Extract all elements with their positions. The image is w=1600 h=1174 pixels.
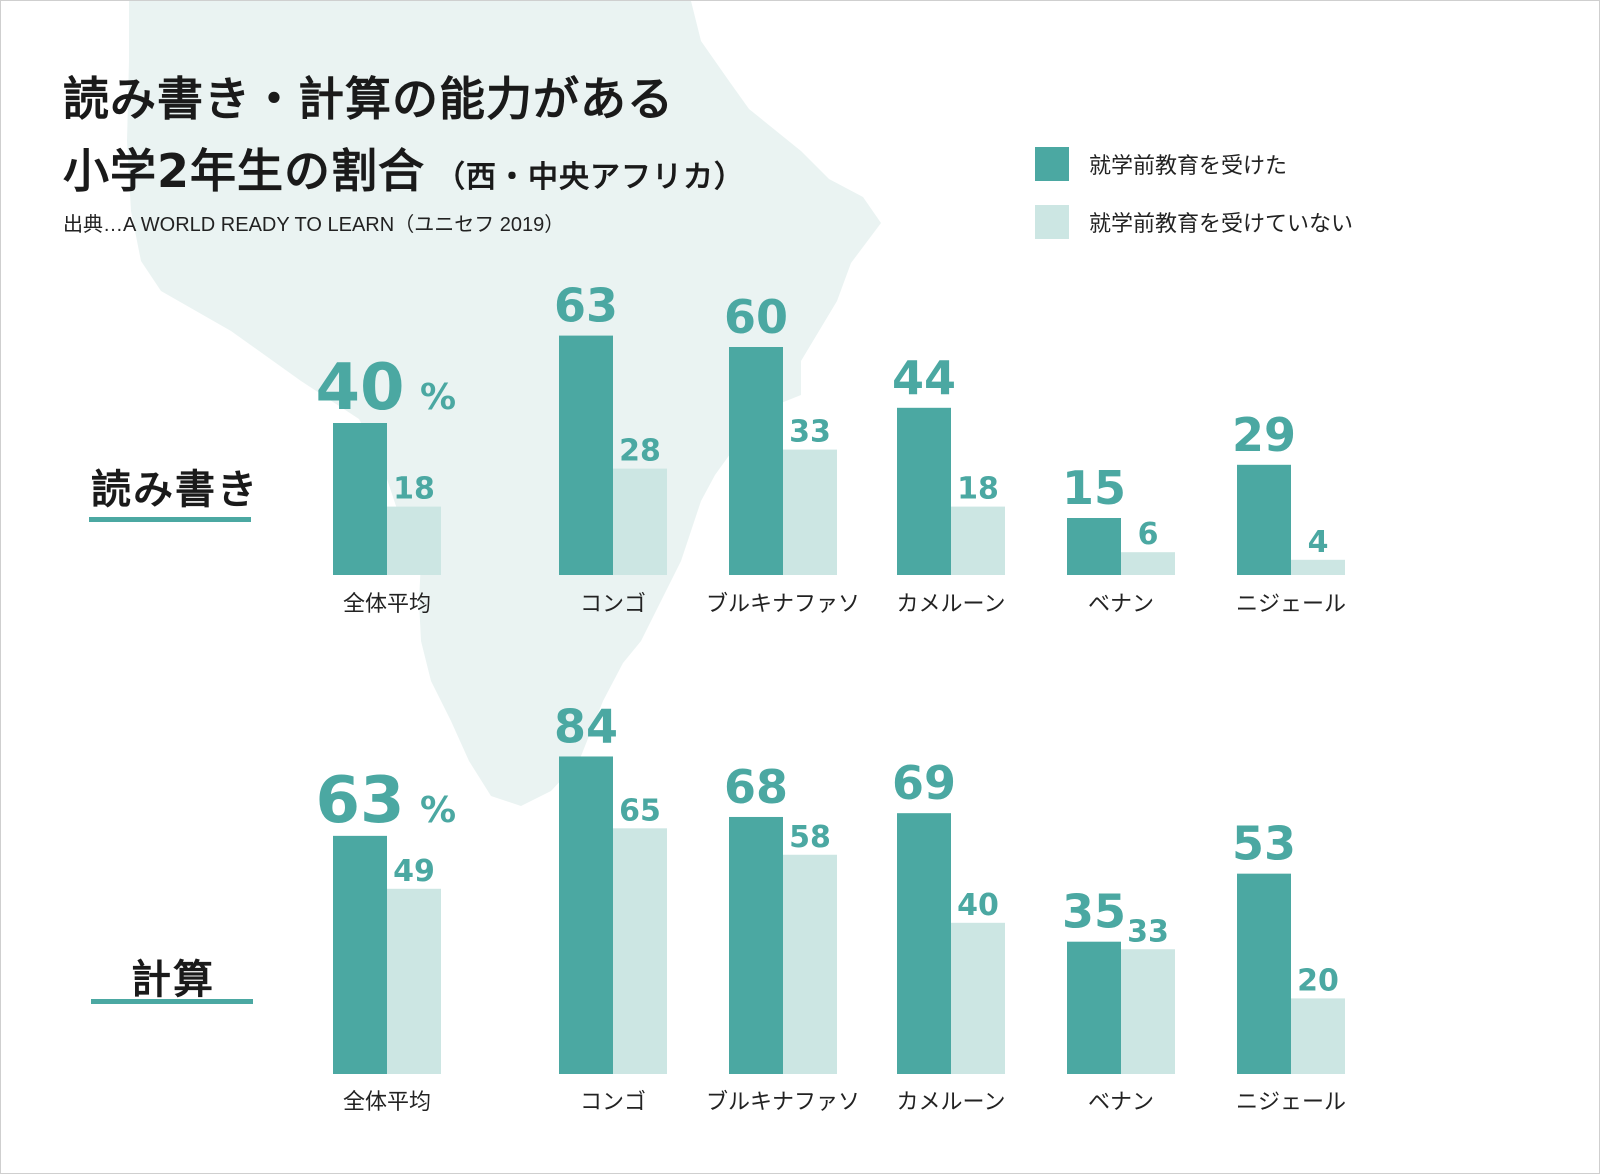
value-label-reading-preschool-3: 44 — [892, 351, 956, 405]
value-label-math-no-preschool-3: 40 — [957, 888, 999, 923]
percent-sign-reading: % — [420, 377, 456, 418]
value-label-reading-no-preschool-2: 33 — [789, 415, 831, 450]
value-label-reading-preschool-5: 29 — [1232, 408, 1296, 462]
bar-math-preschool-5 — [1237, 873, 1291, 1074]
bar-math-no-preschool-3 — [951, 922, 1005, 1074]
bar-math-no-preschool-4 — [1121, 949, 1175, 1074]
row-underline-math — [91, 999, 253, 1004]
legend-label-no-preschool: 就学前教育を受けていない — [1089, 212, 1354, 237]
category-label-reading-4: ベナン — [1088, 592, 1154, 617]
value-label-math-no-preschool-4: 33 — [1127, 914, 1169, 949]
category-label-math-2: ブルキナファソ — [706, 1090, 860, 1115]
category-label-reading-0: 全体平均 — [343, 592, 431, 617]
value-label-reading-preschool-2: 60 — [724, 290, 788, 344]
bar-reading-no-preschool-5 — [1291, 559, 1345, 575]
legend-item-preschool: 就学前教育を受けた — [1035, 147, 1287, 181]
value-label-reading-preschool-1: 63 — [554, 279, 618, 333]
bar-math-no-preschool-0 — [387, 888, 441, 1074]
chart-title-line2: 小学2年生の割合 （西・中央アフリカ） — [63, 135, 745, 201]
legend-swatch-light — [1035, 205, 1069, 239]
bar-reading-no-preschool-4 — [1121, 552, 1175, 575]
value-label-math-preschool-2: 68 — [724, 760, 788, 814]
category-label-math-1: コンゴ — [580, 1090, 646, 1115]
value-label-math-no-preschool-1: 65 — [619, 793, 661, 828]
bar-math-no-preschool-5 — [1291, 998, 1345, 1074]
bar-reading-preschool-4 — [1067, 518, 1121, 575]
bar-reading-no-preschool-1 — [613, 468, 667, 575]
value-label-reading-no-preschool-4: 6 — [1138, 517, 1159, 552]
value-label-math-preschool-0: 63 — [315, 764, 404, 838]
row-label-reading: 読み書き — [91, 467, 259, 513]
value-label-math-preschool-4: 35 — [1062, 885, 1126, 939]
value-label-math-no-preschool-0: 49 — [393, 854, 435, 889]
bar-reading-preschool-5 — [1237, 464, 1291, 575]
bar-reading-preschool-3 — [897, 407, 951, 575]
bar-reading-preschool-0 — [333, 423, 387, 575]
category-label-math-0: 全体平均 — [343, 1090, 431, 1115]
value-label-math-preschool-5: 53 — [1232, 817, 1296, 871]
value-label-math-preschool-1: 84 — [554, 699, 618, 753]
chart-source: 出典…A WORLD READY TO LEARN（ユニセフ 2019） — [63, 214, 565, 236]
bar-math-preschool-2 — [729, 816, 783, 1074]
category-label-reading-2: ブルキナファソ — [706, 592, 860, 617]
legend-label-preschool: 就学前教育を受けた — [1089, 154, 1288, 179]
bar-reading-preschool-1 — [559, 335, 613, 575]
category-label-math-5: ニジェール — [1236, 1090, 1346, 1115]
bar-reading-preschool-2 — [729, 347, 783, 575]
chart-subtitle: （西・中央アフリカ） — [435, 160, 746, 195]
value-label-reading-no-preschool-5: 4 — [1308, 525, 1329, 560]
bar-reading-no-preschool-3 — [951, 506, 1005, 575]
bar-math-no-preschool-2 — [783, 854, 837, 1074]
bar-reading-no-preschool-2 — [783, 449, 837, 575]
bar-math-preschool-3 — [897, 813, 951, 1074]
value-label-reading-no-preschool-3: 18 — [957, 472, 999, 507]
value-label-reading-no-preschool-1: 28 — [619, 434, 661, 469]
row-label-math: 計算 — [131, 957, 215, 1003]
row-underline-reading — [89, 517, 251, 522]
title-line2-main: 小学2年生の割合 — [63, 144, 426, 198]
bar-math-preschool-1 — [559, 756, 613, 1074]
value-label-reading-preschool-4: 15 — [1062, 461, 1126, 515]
legend-swatch-dark — [1035, 147, 1069, 181]
percent-sign-math: % — [420, 790, 456, 831]
value-label-math-no-preschool-2: 58 — [789, 820, 831, 855]
bar-math-preschool-4 — [1067, 941, 1121, 1074]
bar-reading-no-preschool-0 — [387, 506, 441, 575]
chart-title-line1: 読み書き・計算の能力がある — [63, 72, 674, 126]
category-label-reading-3: カメルーン — [897, 592, 1006, 617]
bar-math-preschool-0 — [333, 835, 387, 1074]
category-label-math-4: ベナン — [1088, 1090, 1154, 1115]
value-label-math-preschool-3: 69 — [892, 756, 956, 810]
category-label-reading-1: コンゴ — [580, 592, 646, 617]
bar-math-no-preschool-1 — [613, 828, 667, 1074]
legend-item-no-preschool: 就学前教育を受けていない — [1035, 205, 1353, 239]
category-label-reading-5: ニジェール — [1236, 592, 1346, 617]
value-label-reading-no-preschool-0: 18 — [393, 472, 435, 507]
value-label-math-no-preschool-5: 20 — [1297, 963, 1339, 998]
value-label-reading-preschool-0: 40 — [315, 351, 404, 425]
category-label-math-3: カメルーン — [897, 1090, 1006, 1115]
